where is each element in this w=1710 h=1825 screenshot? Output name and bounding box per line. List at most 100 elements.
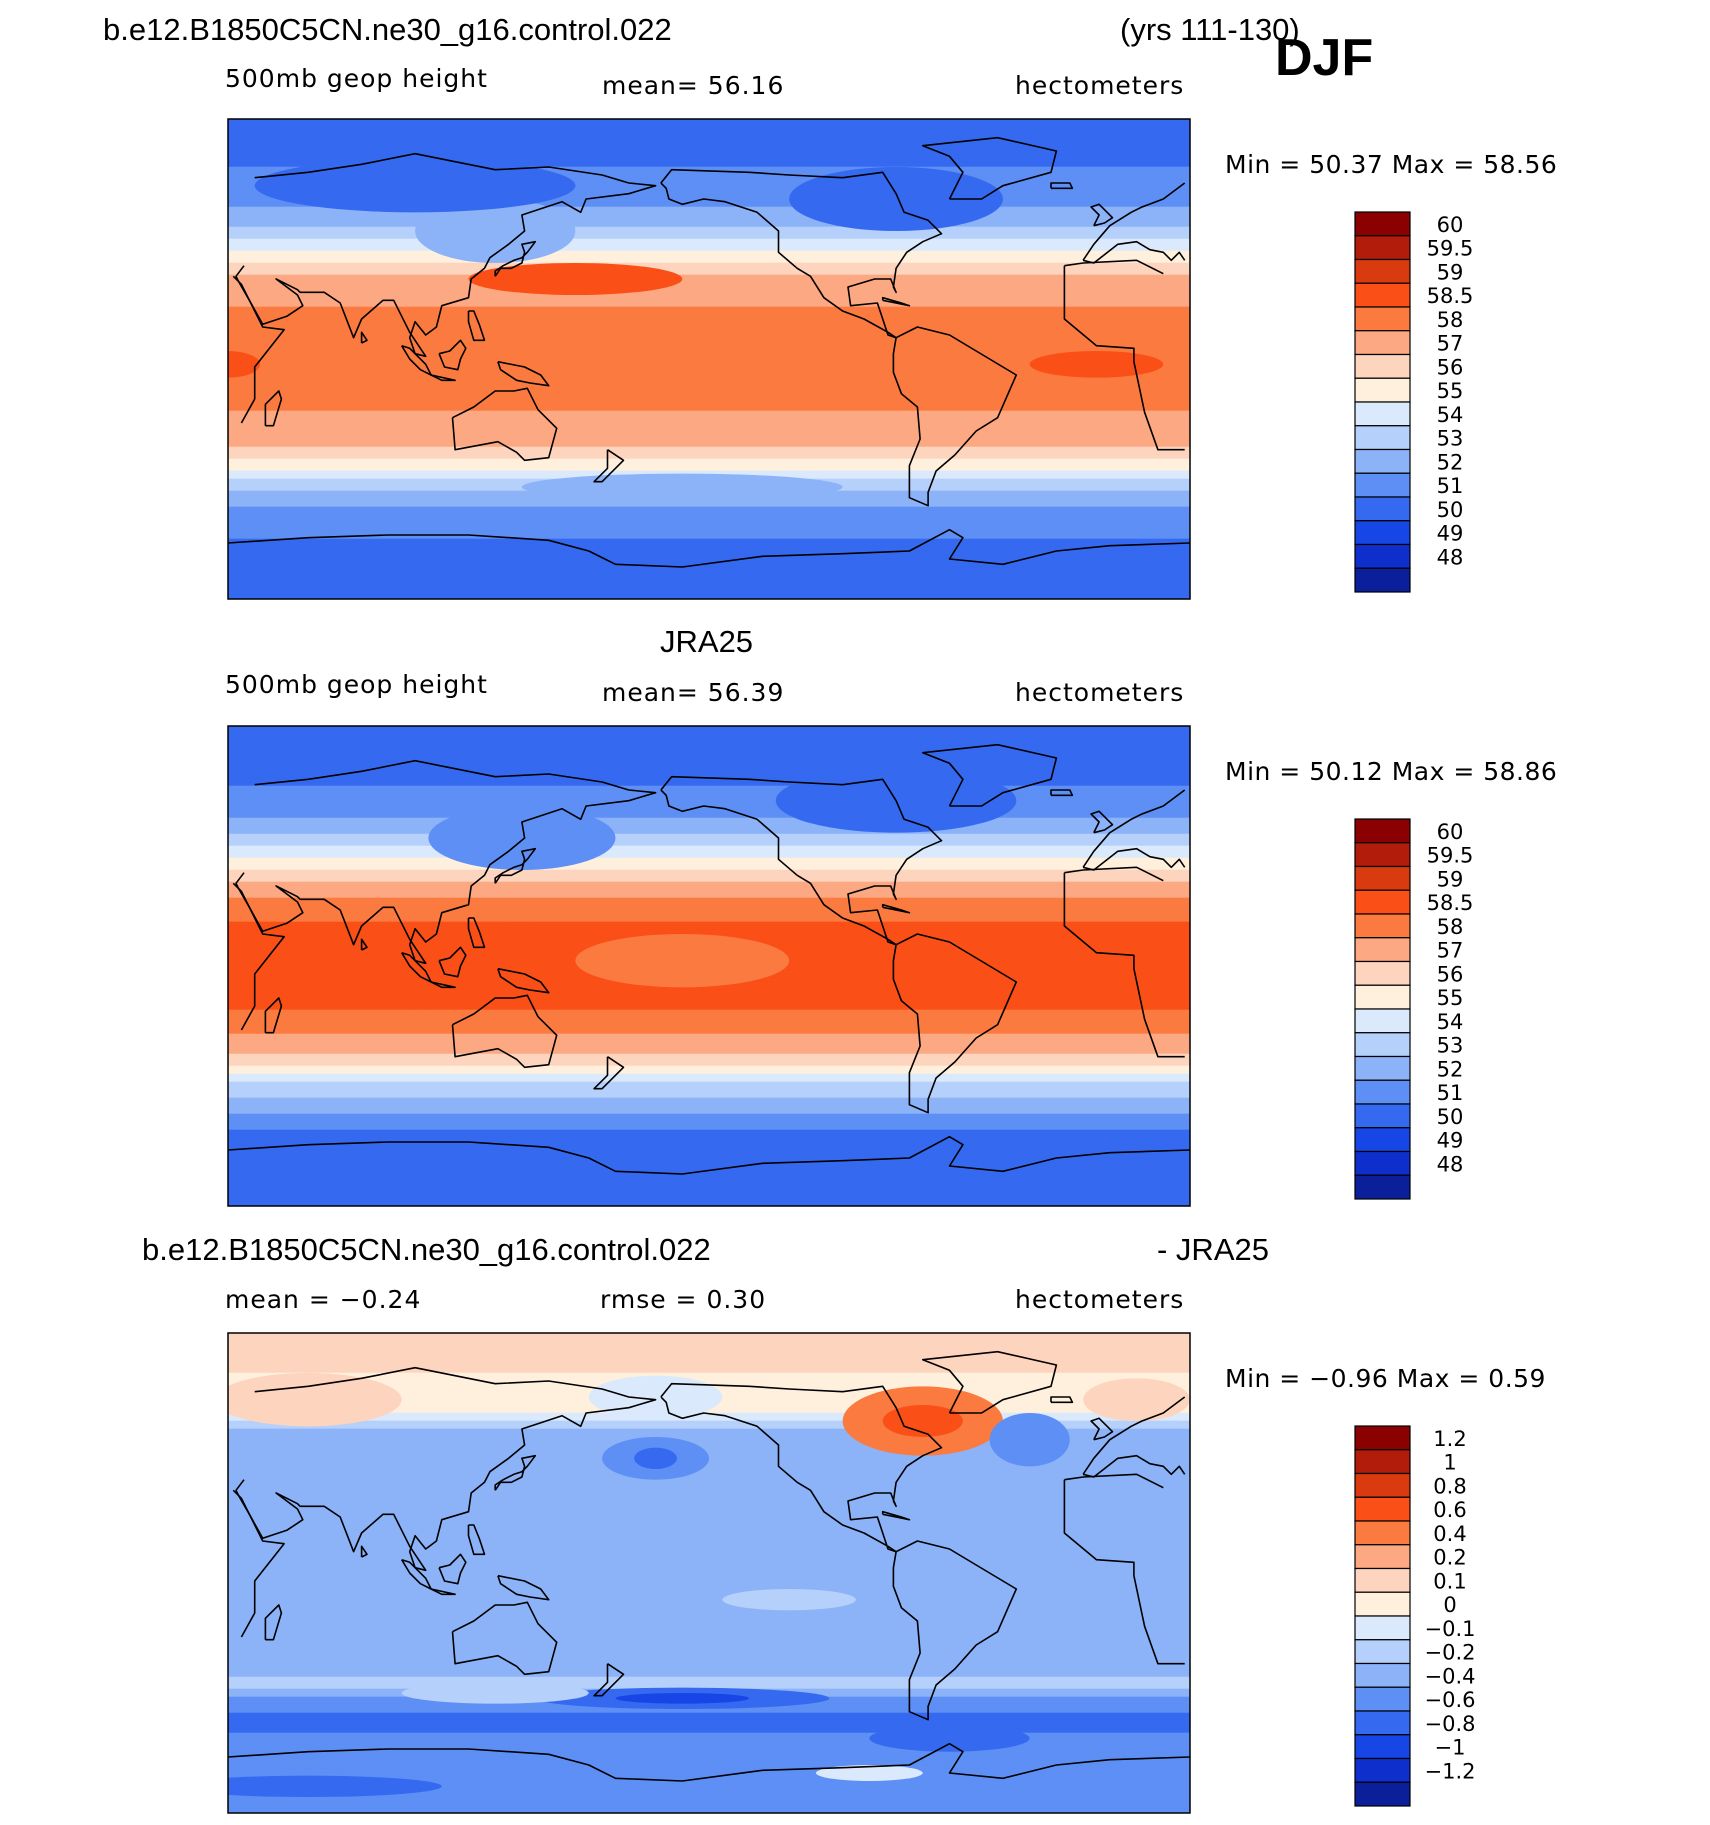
colorbar-box <box>1354 496 1411 522</box>
colorbar-label: −0.8 <box>1425 1712 1476 1736</box>
contour-band <box>228 1788 1190 1794</box>
contour-band <box>228 1348 1190 1354</box>
contour-band <box>228 905 1190 911</box>
contour-band <box>228 1724 1190 1730</box>
colorbar-box <box>1354 401 1411 427</box>
contour-band <box>228 1712 1190 1718</box>
coastline <box>881 903 911 914</box>
coastline <box>494 847 537 884</box>
coastline <box>438 946 467 978</box>
contour-band <box>228 1432 1190 1438</box>
colorbar-label: 60 <box>1437 213 1464 237</box>
contour-band <box>228 861 1190 867</box>
contour-band <box>228 370 1190 376</box>
contour-band <box>228 338 1190 344</box>
contour-band <box>228 458 1190 464</box>
contour-band <box>228 1756 1190 1762</box>
coastline <box>1050 182 1074 190</box>
colorbar-label: 59.5 <box>1427 237 1474 261</box>
contour-band <box>228 797 1190 803</box>
contour-band <box>228 1440 1190 1446</box>
coastline <box>892 326 1018 507</box>
contour-band <box>228 1548 1190 1554</box>
colorbar-label: 52 <box>1437 1057 1464 1081</box>
colorbar-box <box>1354 842 1411 868</box>
contour-band <box>228 741 1190 747</box>
colorbar-box <box>1354 520 1411 546</box>
contour-band <box>228 1772 1190 1778</box>
colorbar-box <box>1354 1032 1411 1058</box>
years-label: (yrs 111-130) <box>1120 12 1300 47</box>
contour-band <box>228 1648 1190 1654</box>
contour-band <box>228 1736 1190 1742</box>
contour-band <box>228 1129 1190 1135</box>
contour-band <box>228 438 1190 444</box>
colorbar-label: 58.5 <box>1427 891 1474 915</box>
contour-band <box>228 1165 1190 1171</box>
contour-band <box>228 997 1190 1003</box>
contour-band <box>228 769 1190 775</box>
colorbar-label: −0.1 <box>1425 1617 1476 1641</box>
contour-band <box>228 829 1190 835</box>
colorbar-box <box>1354 330 1411 356</box>
contour-band <box>228 733 1190 739</box>
contour-band <box>228 1081 1190 1087</box>
contour-band <box>228 1528 1190 1534</box>
contour-band <box>228 777 1190 783</box>
contour-band <box>228 394 1190 400</box>
contour-band <box>228 130 1190 136</box>
contour-band <box>228 1520 1190 1526</box>
colorbar-box <box>1354 1055 1411 1081</box>
coastline <box>467 310 486 342</box>
colorbar-box <box>1354 567 1411 593</box>
contour-band <box>228 1596 1190 1602</box>
panel3-minmax: Min = −0.96 Max = 0.59 <box>1225 1364 1546 1393</box>
contour-band <box>228 142 1190 148</box>
colorbar-box <box>1354 1639 1411 1665</box>
contour-band <box>228 1616 1190 1622</box>
contour-band <box>228 921 1190 927</box>
contour-band <box>228 1608 1190 1614</box>
contour-band <box>228 1584 1190 1590</box>
contour-band <box>228 586 1190 592</box>
contour-band <box>228 817 1190 823</box>
contour-band <box>228 1560 1190 1566</box>
contour-band <box>228 562 1190 568</box>
contour-band <box>228 542 1190 548</box>
contour-band <box>228 893 1190 899</box>
coastline <box>1090 1417 1114 1441</box>
contour-band <box>228 929 1190 935</box>
contour-band <box>228 1764 1190 1770</box>
colorbar-label: 0.2 <box>1433 1546 1466 1570</box>
colorbar-box <box>1354 211 1411 237</box>
contour-band <box>228 162 1190 168</box>
contour-band <box>228 1436 1190 1442</box>
contour-band <box>228 1728 1190 1734</box>
contour-band <box>228 1412 1190 1418</box>
colorbar-label: 55 <box>1437 986 1464 1010</box>
contour-band <box>228 182 1190 188</box>
contour-band <box>228 849 1190 855</box>
contour-band <box>228 1097 1190 1103</box>
coastline <box>922 1350 1058 1414</box>
contour-field <box>228 1333 1190 1813</box>
colorbar-label: −0.4 <box>1425 1664 1476 1688</box>
contour-region <box>228 351 261 378</box>
colorbar-label: 0.6 <box>1433 1498 1466 1522</box>
colorbar-label: −1.2 <box>1425 1759 1476 1783</box>
panel1-mean-label: mean= 56.16 <box>602 71 785 100</box>
contour-band <box>228 1568 1190 1574</box>
contour-band <box>228 406 1190 412</box>
contour-band <box>228 1500 1190 1506</box>
coastline <box>922 136 1058 200</box>
contour-band <box>228 993 1190 999</box>
contour-band <box>228 1029 1190 1035</box>
coastline <box>430 981 456 989</box>
colorbar-box <box>1354 306 1411 332</box>
panel1-left-label: 500mb geop height <box>225 64 488 93</box>
contour-region <box>882 1405 963 1437</box>
contour-band <box>228 1504 1190 1510</box>
contour-band <box>228 206 1190 212</box>
contour-band <box>228 414 1190 420</box>
coastline <box>451 994 558 1069</box>
